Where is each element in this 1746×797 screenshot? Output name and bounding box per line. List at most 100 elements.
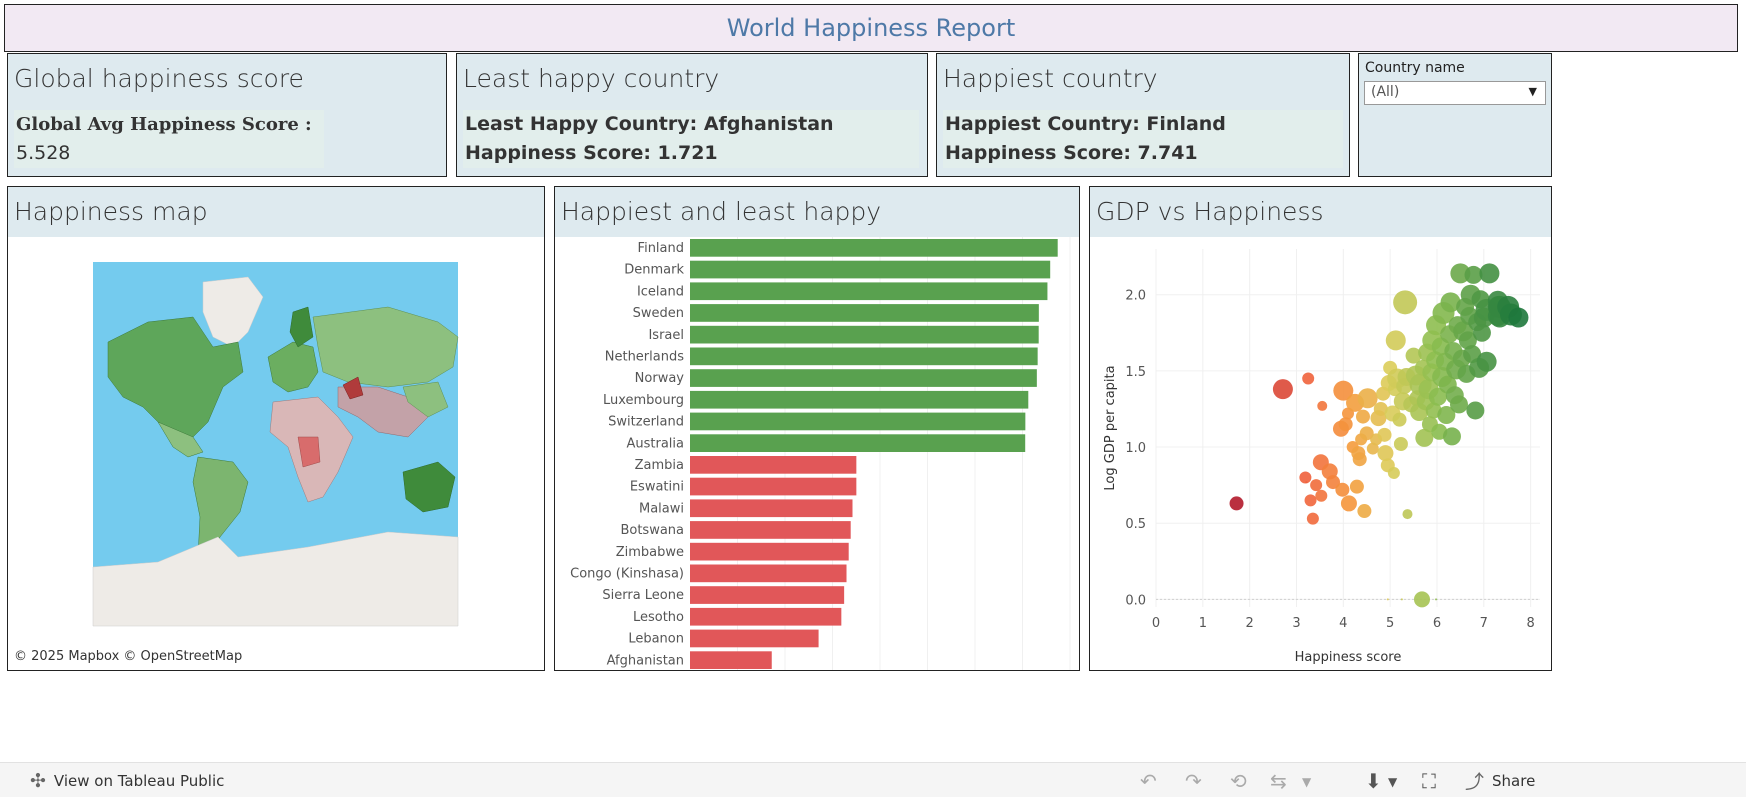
tableau-toolbar: ✣ View on Tableau Public ↶ ↷ ⟲ ⇆ ▼ ⬇ ▼ ⛶… [0, 762, 1746, 797]
scatter-point[interactable] [1317, 400, 1328, 411]
scatter-point[interactable] [1508, 307, 1529, 328]
dashboard-title-bar: World Happiness Report [4, 4, 1738, 52]
scatter-point[interactable] [1413, 591, 1430, 608]
map-antarctica [92, 531, 459, 627]
scatter-point[interactable] [1442, 427, 1461, 446]
scatter-point[interactable] [1377, 445, 1394, 462]
scatter-point[interactable] [1315, 489, 1328, 502]
scatter-point[interactable] [1304, 494, 1317, 507]
scatter-point[interactable] [1400, 598, 1403, 601]
scatter-point[interactable] [1326, 475, 1341, 490]
bar[interactable] [690, 499, 853, 518]
scatter-x-tick: 8 [1526, 616, 1534, 631]
global-score-text: Global Avg Happiness Score : 5.528 [14, 110, 324, 168]
scatter-point[interactable] [1440, 292, 1461, 313]
scatter-point[interactable] [1338, 417, 1353, 432]
scatter-point[interactable] [1402, 509, 1413, 520]
bar[interactable] [690, 456, 857, 474]
bar-label: Netherlands [605, 350, 684, 365]
undo-icon[interactable]: ↶ [1140, 769, 1157, 793]
download-icon[interactable]: ⬇ [1365, 769, 1382, 793]
scatter-point[interactable] [1335, 482, 1350, 497]
scatter-point[interactable] [1340, 495, 1357, 512]
bar[interactable] [690, 412, 1026, 431]
scatter-point[interactable] [1229, 496, 1244, 511]
view-on-tableau-button[interactable]: ✣ View on Tableau Public [30, 763, 224, 797]
bar[interactable] [690, 542, 849, 561]
scatter-x-tick: 2 [1246, 616, 1254, 631]
scatter-point[interactable] [1479, 263, 1500, 284]
bar[interactable] [690, 477, 857, 496]
revert-icon[interactable]: ⟲ [1230, 769, 1247, 793]
scatter-point[interactable] [1458, 331, 1477, 350]
scatter-point[interactable] [1366, 442, 1379, 455]
map-area[interactable]: © 2025 Mapbox © OpenStreetMap [8, 237, 544, 670]
scatter-point[interactable] [1393, 436, 1408, 451]
bar[interactable] [690, 369, 1037, 387]
scatter-point[interactable] [1393, 290, 1418, 315]
scatter-point[interactable] [1302, 372, 1315, 385]
scatter-point[interactable] [1464, 265, 1483, 284]
redo-icon[interactable]: ↷ [1185, 769, 1202, 793]
scatter-point[interactable] [1387, 466, 1400, 479]
scatter-point[interactable] [1466, 401, 1485, 420]
country-filter-select[interactable]: (All) ▼ [1364, 81, 1546, 105]
bar[interactable] [690, 607, 842, 626]
scatter-point[interactable] [1415, 428, 1434, 447]
map-central-america [157, 421, 204, 458]
scatter-point[interactable] [1357, 504, 1372, 519]
scatter-point[interactable] [1359, 426, 1374, 441]
scatter-point[interactable] [1472, 323, 1491, 342]
scatter-point[interactable] [1310, 479, 1323, 492]
scatter-point[interactable] [1357, 388, 1378, 409]
scatter-point[interactable] [1272, 379, 1293, 400]
scatter-point[interactable] [1392, 412, 1407, 427]
scatter-point[interactable] [1386, 598, 1389, 601]
world-map[interactable] [8, 237, 543, 670]
bar-label: Denmark [624, 263, 684, 278]
bar[interactable] [690, 260, 1051, 279]
bar[interactable] [690, 347, 1038, 366]
scatter-point[interactable] [1306, 512, 1319, 525]
scatter-point[interactable] [1385, 330, 1406, 351]
fullscreen-icon[interactable]: ⛶ [1422, 769, 1436, 793]
bar[interactable] [690, 434, 1026, 452]
scatter-point[interactable] [1352, 452, 1367, 467]
scatter-point[interactable] [1405, 347, 1422, 364]
refresh-icon[interactable]: ⇆ [1270, 769, 1287, 793]
bar-chart[interactable]: Finland Denmark Iceland Sweden Israel Netherl… [555, 237, 1078, 670]
refresh-dropdown-icon[interactable]: ▼ [1302, 775, 1312, 789]
scatter-point[interactable] [1305, 481, 1308, 484]
scatter-point[interactable] [1349, 479, 1364, 494]
scatter-point[interactable] [1437, 406, 1456, 425]
bar[interactable] [690, 282, 1048, 301]
bar[interactable] [690, 586, 845, 604]
bar[interactable] [690, 239, 1058, 257]
map-russia [312, 306, 459, 388]
share-button[interactable]: ⤴ Share [1465, 763, 1535, 797]
scatter-x-tick: 6 [1433, 616, 1441, 631]
country-filter-value: (All) [1371, 84, 1400, 100]
scatter-point[interactable] [1299, 471, 1312, 484]
share-icon: ⤴ [1465, 771, 1485, 793]
scatter-point[interactable] [1377, 427, 1392, 442]
scatter-point[interactable] [1449, 395, 1468, 414]
scatter-point[interactable] [1428, 387, 1447, 406]
bar[interactable] [690, 629, 819, 648]
scatter-point[interactable] [1476, 351, 1497, 372]
dashboard: World Happiness Report Global happiness … [4, 4, 1738, 671]
bar[interactable] [690, 390, 1029, 409]
least-happy-panel: Least happy country Least Happy Country:… [456, 53, 928, 177]
scatter-point[interactable] [1373, 401, 1388, 416]
bar[interactable] [690, 651, 772, 669]
least-happy-title: Least happy country [463, 64, 720, 93]
bar[interactable] [690, 304, 1039, 322]
bar[interactable] [690, 521, 851, 539]
download-dropdown-icon[interactable]: ▼ [1388, 775, 1398, 789]
scatter-chart[interactable]: 0 1 2 3 4 5 6 7 8 0.0 0.5 1.0 1.5 2.0 Happiness score L… [1090, 237, 1550, 670]
bar[interactable] [690, 564, 847, 583]
bar[interactable] [690, 325, 1039, 344]
scatter-point[interactable] [1333, 380, 1354, 401]
scatter-point[interactable] [1435, 598, 1438, 601]
scatter-point[interactable] [1355, 409, 1370, 424]
